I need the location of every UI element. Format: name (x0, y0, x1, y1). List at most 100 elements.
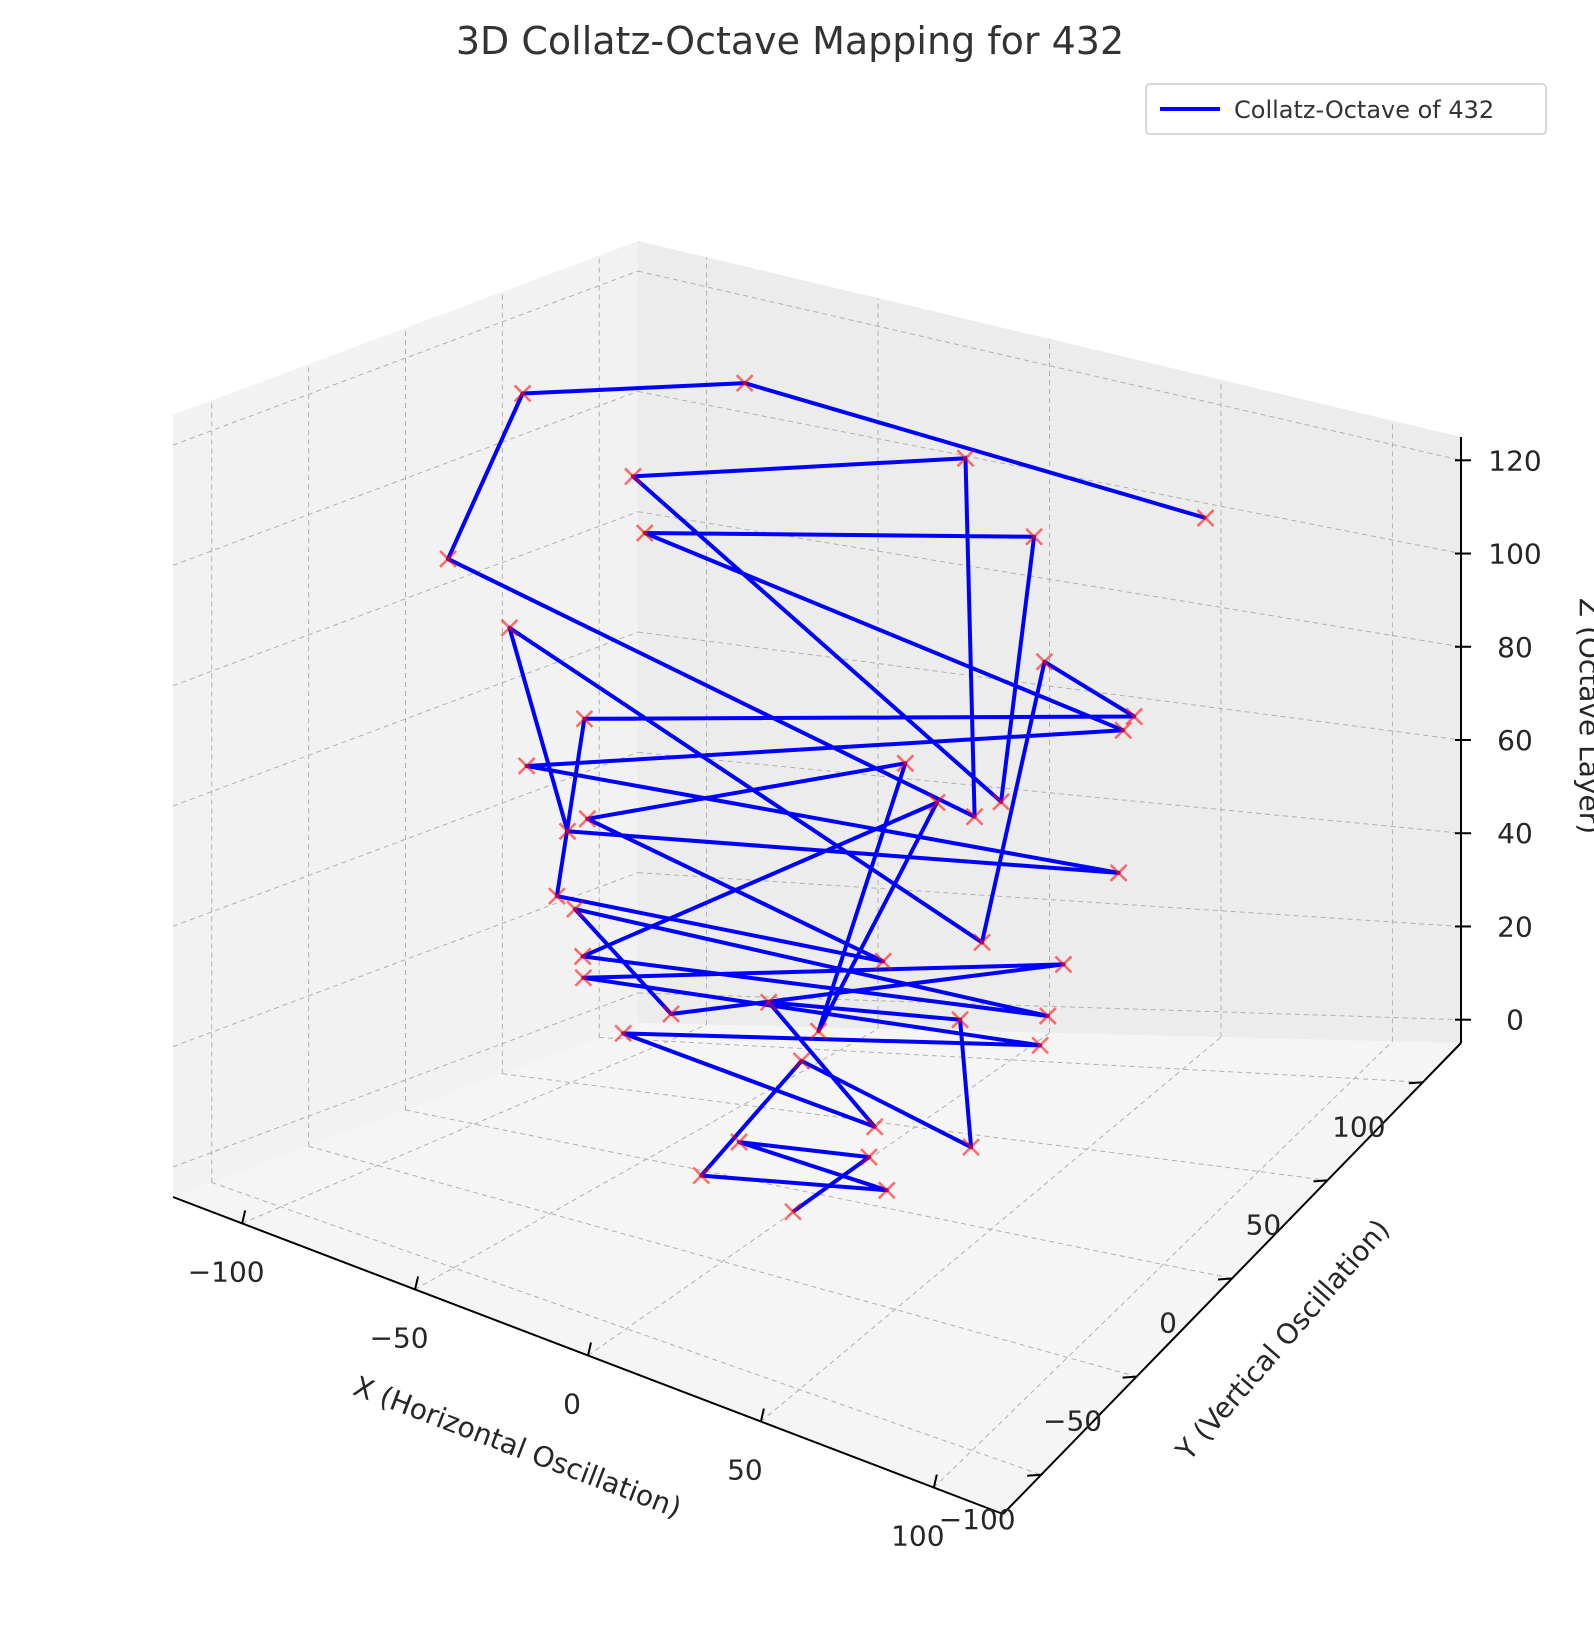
data-point-stroke (578, 809, 597, 828)
grid-line-x-floor (933, 1040, 1393, 1488)
data-point-stroke (513, 384, 532, 403)
x-tick-mark (241, 1210, 247, 1224)
data-point-marker (1196, 509, 1215, 527)
data-point-marker (1114, 721, 1133, 740)
data-point-stroke (575, 709, 594, 728)
data-point-stroke (1125, 707, 1144, 726)
data-point-stroke (1025, 527, 1044, 546)
y-tick-mark (1217, 1277, 1233, 1281)
y-tick-label: −100 (939, 1503, 1016, 1536)
data-point-stroke (662, 1005, 680, 1023)
data-point-stroke (574, 968, 593, 987)
data-point-marker (1031, 1036, 1050, 1055)
data-point-stroke (962, 1138, 980, 1157)
data-point-marker (513, 384, 532, 403)
data-point-stroke (965, 807, 984, 826)
data-point-stroke (809, 1022, 828, 1041)
data-point-marker (877, 1181, 896, 1200)
legend-box (1145, 83, 1547, 135)
data-point-marker (784, 1202, 802, 1221)
x-tick-label: −100 (188, 1255, 265, 1288)
grid-line-z-left (172, 751, 639, 927)
data-point-stroke (973, 933, 991, 952)
grid-line-y-floor (599, 1037, 1423, 1083)
data-point-marker (692, 1166, 711, 1185)
data-point-marker (730, 1133, 748, 1152)
data-point-marker (574, 968, 593, 987)
x-tick-label: 50 (727, 1454, 763, 1487)
x-tick-mark (932, 1474, 938, 1488)
x-tick-label: −50 (370, 1321, 429, 1354)
data-point-marker (662, 1005, 680, 1023)
grid-line-y-floor (405, 1109, 1233, 1279)
grid-line-z-left (172, 631, 639, 807)
z-tick-label: 80 (1497, 631, 1533, 664)
data-point-marker (809, 1022, 828, 1041)
z-axis-label: Z (Octave Layer) (1573, 598, 1594, 834)
data-series (439, 374, 1215, 1221)
grid-line-y-floor (502, 1073, 1328, 1181)
data-point-marker (578, 809, 597, 828)
y-tick-mark (1027, 1473, 1042, 1477)
z-tick-label: 60 (1497, 724, 1533, 757)
data-point-marker (874, 952, 893, 971)
x-tick-mark (414, 1276, 420, 1290)
data-point-marker (973, 933, 991, 952)
data-point-marker (860, 1148, 878, 1166)
data-point-stroke (956, 449, 975, 468)
data-point-marker (1025, 527, 1044, 546)
floor-pane (173, 1023, 1461, 1514)
data-point-stroke (865, 1117, 884, 1136)
data-point-stroke (896, 754, 915, 773)
data-point-marker (558, 822, 577, 841)
z-tick-label: 120 (1488, 444, 1541, 477)
data-point-stroke (517, 757, 536, 775)
data-point-marker (951, 1010, 969, 1029)
data-point-marker (614, 1024, 633, 1043)
data-point-stroke (874, 952, 893, 971)
data-point-stroke (784, 1202, 802, 1221)
data-point-stroke (500, 618, 519, 637)
data-point-marker (735, 374, 754, 393)
y-tick-label: 100 (1332, 1110, 1385, 1143)
y-tick-label: 50 (1246, 1208, 1282, 1241)
data-point-stroke (992, 792, 1010, 811)
grid-line-z-back (637, 270, 1462, 461)
data-point-stroke (792, 1051, 811, 1070)
grid-line-z-back (637, 872, 1462, 927)
grid-line-z-left (172, 992, 639, 1168)
axes-panes (173, 241, 1461, 1514)
data-point-marker (500, 618, 519, 637)
data-point-marker (1035, 652, 1054, 671)
data-point-marker (566, 900, 584, 919)
x-axis-label: X (Horizontal Oscillation) (349, 1370, 686, 1525)
data-point-stroke (566, 900, 584, 919)
data-point-stroke (951, 1010, 969, 1029)
data-point-stroke (1038, 1007, 1057, 1025)
data-point-stroke (860, 1148, 878, 1166)
data-point-stroke (573, 947, 592, 966)
data-point-stroke (439, 549, 457, 568)
grid-line-y-floor (211, 1182, 1042, 1476)
data-point-marker (962, 1138, 980, 1157)
grid-line-z-left (172, 270, 639, 446)
data-point-stroke (547, 887, 566, 906)
data-point-stroke (1054, 955, 1073, 974)
data-point-marker (635, 524, 654, 542)
data-point-stroke (877, 1181, 896, 1200)
chart-title: 3D Collatz-Octave Mapping for 432 (456, 19, 1124, 63)
y-tick-mark (1313, 1179, 1328, 1183)
data-point-marker (992, 792, 1010, 811)
x-tick-mark (759, 1408, 765, 1422)
data-point-marker (896, 754, 915, 773)
data-point-marker (517, 757, 536, 775)
data-point-stroke (1114, 721, 1133, 740)
data-point-marker (1054, 955, 1073, 974)
data-point-marker (1109, 863, 1128, 882)
grid-line-z-left (172, 872, 639, 1048)
grid-line-z-back (637, 751, 1462, 834)
data-point-marker (792, 1051, 811, 1070)
grid-lines (172, 255, 1462, 1488)
data-point-marker (573, 947, 592, 966)
tick-labels: −100−50050100−100−5005010002040608010012… (188, 444, 1542, 1552)
